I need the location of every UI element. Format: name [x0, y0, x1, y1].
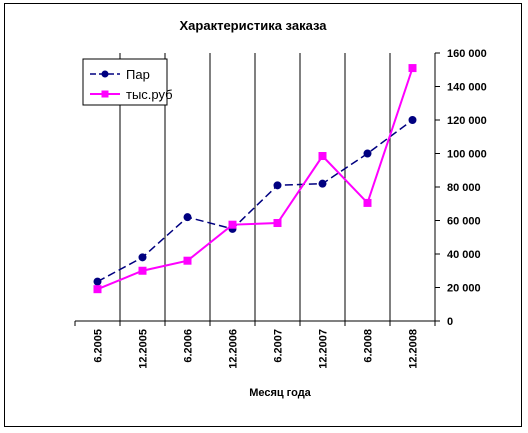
x-tick-label: 6.2005 [93, 329, 105, 363]
y-tick-label: 40 000 [447, 249, 481, 261]
x-tick-label: 12.2005 [138, 329, 150, 369]
axes: 0 20 000 40 000 60 000 80 000 100 000 120 000 1… [74, 48, 487, 369]
data-point [318, 179, 327, 188]
data-point [228, 220, 237, 229]
y-tick-label: 100 000 [447, 149, 487, 161]
data-point [363, 198, 372, 207]
legend-label: Пар [126, 67, 150, 82]
chart-title: Характеристика заказа [180, 18, 328, 33]
data-point [93, 285, 102, 294]
data-point [93, 277, 102, 286]
x-tick-label: 12.2006 [228, 329, 240, 369]
x-tick-label: 6.2007 [273, 329, 285, 363]
x-tick-label: 12.2008 [408, 329, 420, 369]
legend-box [82, 58, 168, 106]
y-tick-label: 0 [447, 316, 453, 328]
y-tick-label: 20 000 [447, 283, 481, 295]
data-point [318, 152, 327, 161]
x-tick-label: 12.2007 [318, 329, 330, 369]
legend-marker [101, 90, 109, 98]
legend-marker [101, 70, 109, 78]
y-tick-label: 140 000 [447, 82, 487, 94]
series-line [97, 119, 413, 283]
x-tick-label: 6.2008 [363, 329, 375, 363]
x-axis-title: Месяц года [249, 387, 311, 399]
y-tick-label: 60 000 [447, 216, 481, 228]
data-point [408, 64, 417, 73]
series-line [97, 67, 414, 291]
data-point [138, 253, 147, 262]
legend-label: тыс.руб [126, 87, 173, 102]
y-tick-label: 80 000 [447, 182, 481, 194]
y-tick-label: 160 000 [447, 48, 487, 60]
data-point [183, 256, 192, 265]
data-point [273, 219, 282, 228]
data-point [273, 181, 282, 190]
series-layer [93, 64, 417, 294]
data-point [363, 149, 372, 158]
legend: Пар тыс.руб [82, 58, 173, 106]
y-tick-label: 120 000 [447, 115, 487, 127]
data-point [138, 266, 147, 275]
x-tick-label: 6.2006 [183, 329, 195, 363]
data-point [408, 116, 417, 124]
data-point [183, 213, 192, 222]
